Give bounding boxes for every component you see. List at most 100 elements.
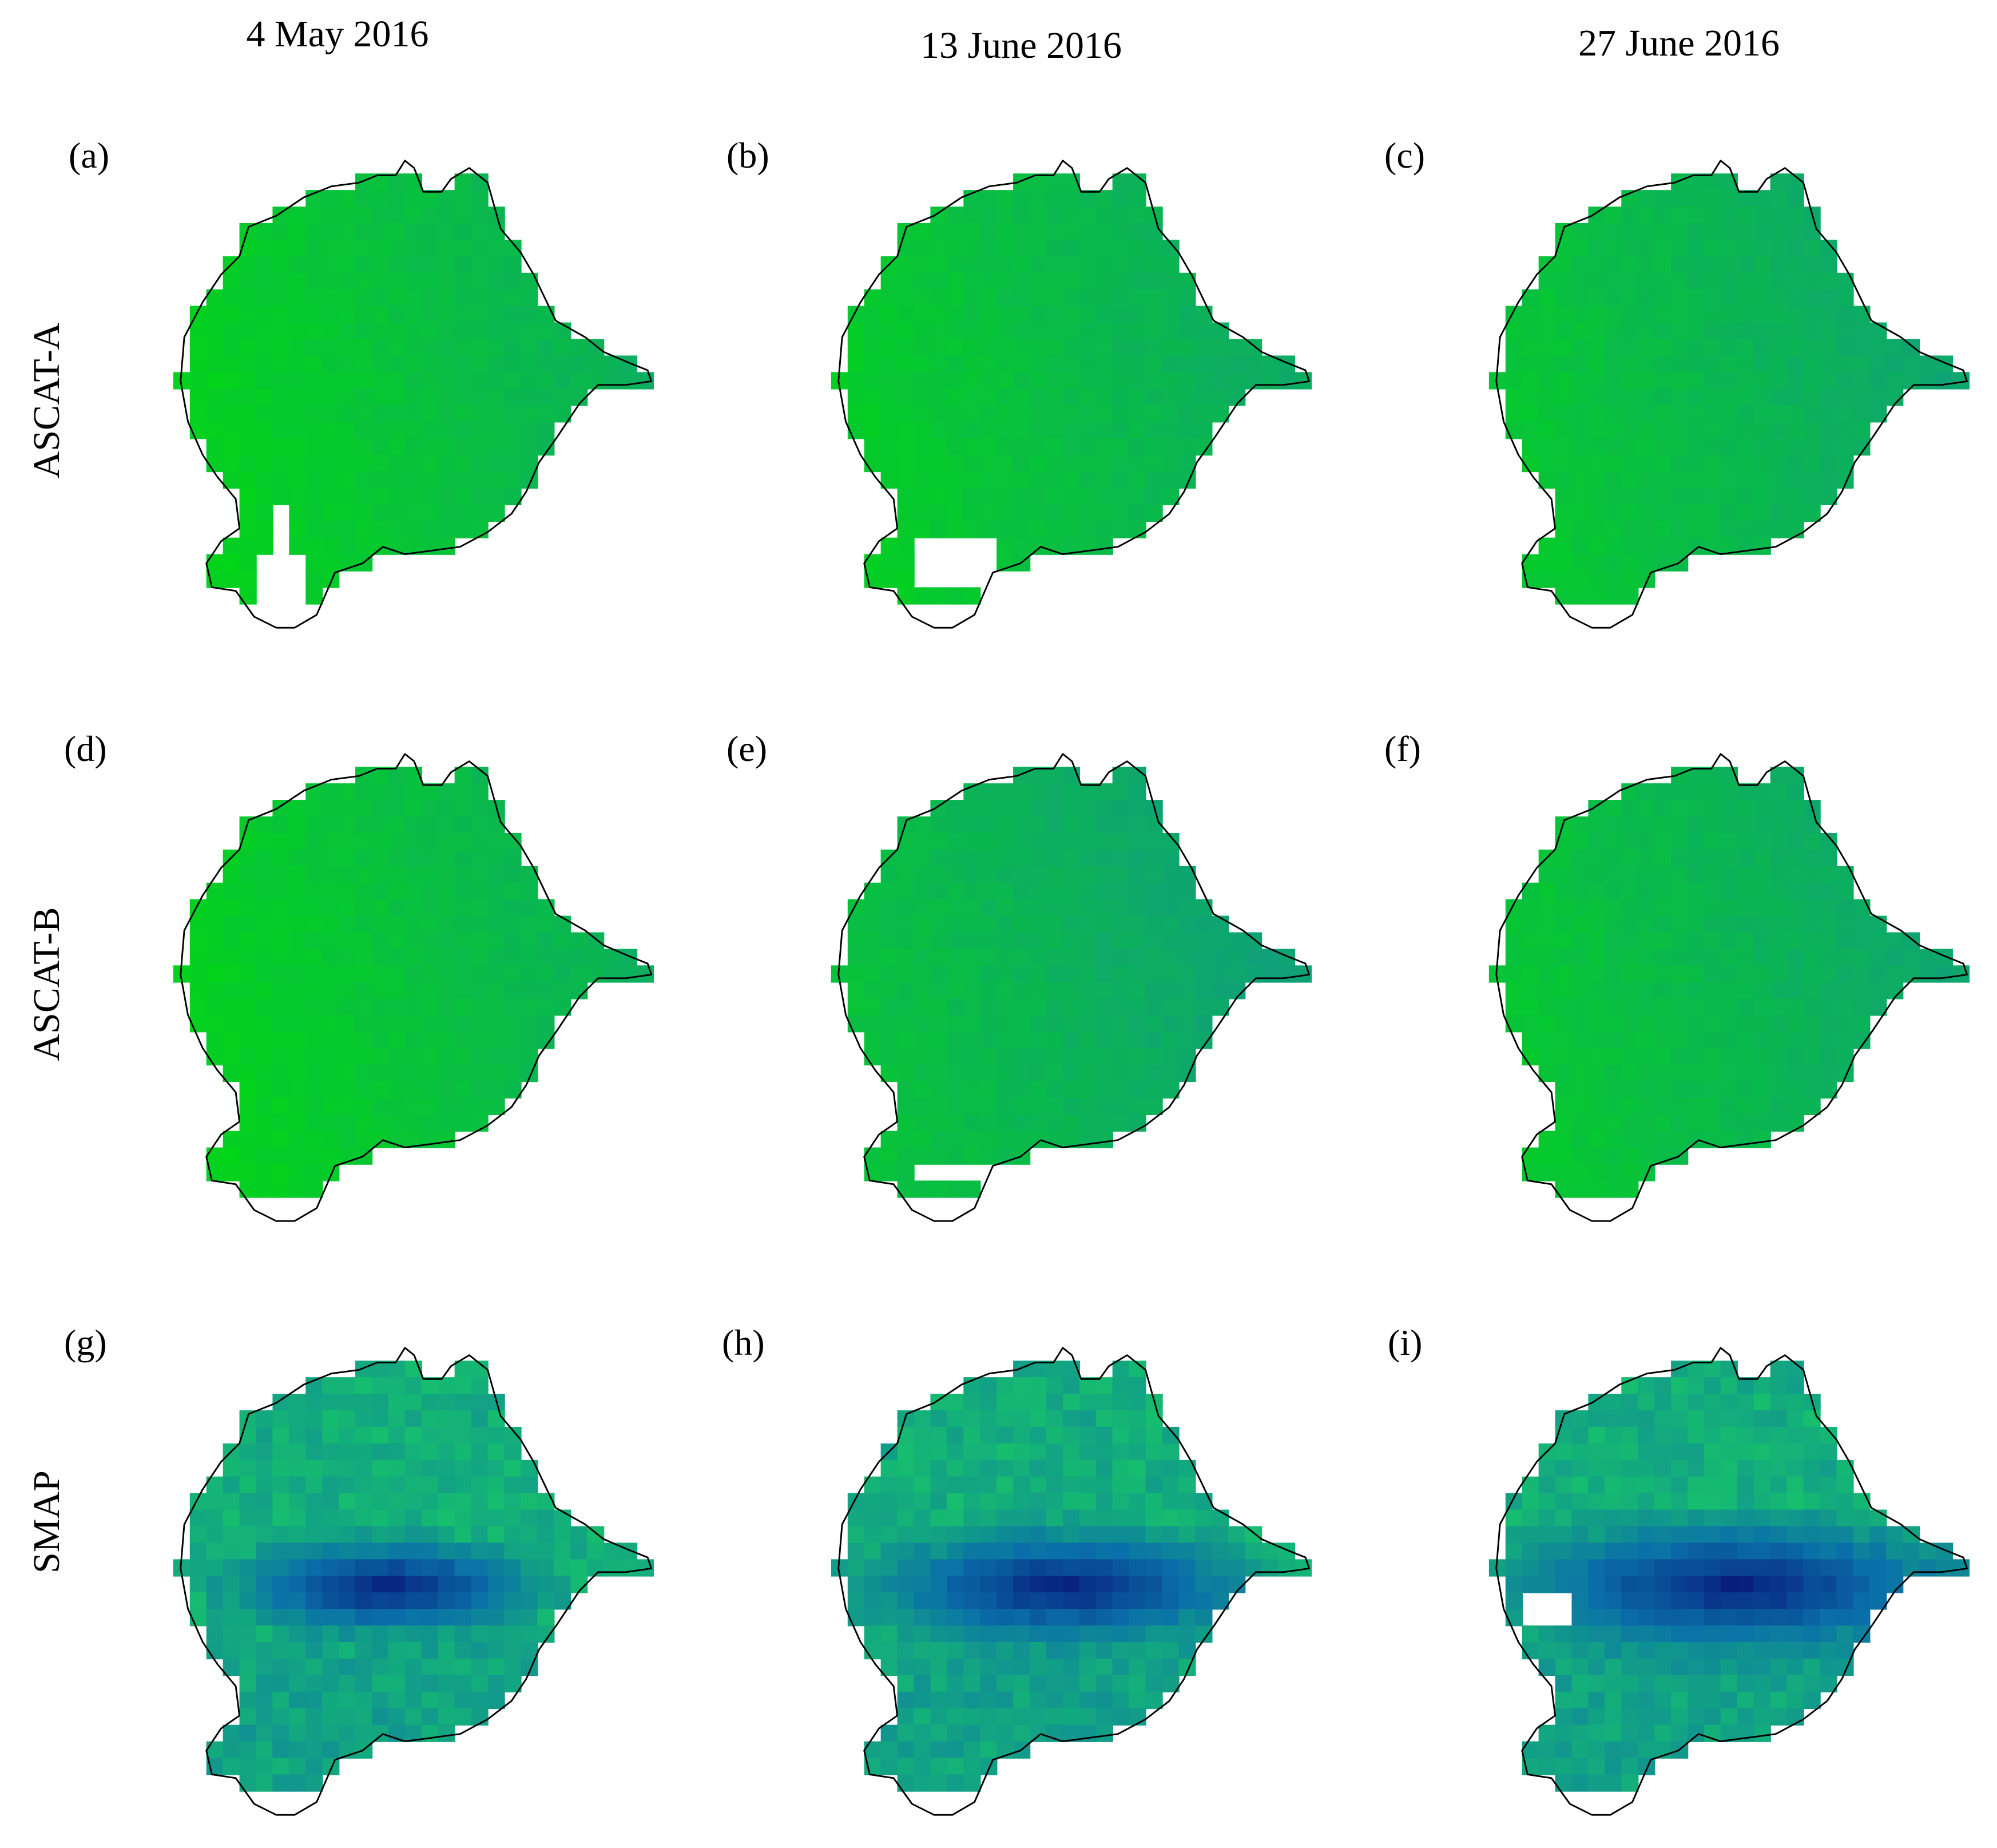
raster-cell	[404, 388, 423, 406]
raster-cell	[963, 882, 981, 900]
raster-cell	[322, 422, 340, 439]
raster-cell	[930, 816, 948, 834]
raster-cell	[1095, 1691, 1113, 1709]
raster-cell	[1820, 965, 1837, 983]
raster-cell	[1079, 521, 1097, 538]
raster-cell	[1079, 1064, 1097, 1082]
raster-cell	[438, 1559, 455, 1577]
raster-cell	[421, 982, 439, 1000]
raster-cell	[272, 388, 290, 406]
raster-cell	[897, 1658, 915, 1676]
raster-cell	[1079, 982, 1097, 1000]
raster-cell	[1770, 1426, 1788, 1445]
raster-cell	[1079, 306, 1097, 323]
raster-cell	[421, 949, 439, 966]
raster-cell	[1671, 1625, 1689, 1643]
raster-cell	[305, 1410, 323, 1428]
raster-cell	[1079, 915, 1097, 933]
panel-label-b: (b)	[726, 135, 769, 176]
raster-cell	[537, 949, 555, 966]
raster-cell	[1013, 272, 1031, 290]
raster-cell	[388, 965, 406, 983]
raster-cell	[1522, 438, 1539, 456]
raster-cell	[256, 422, 273, 439]
raster-cell	[1571, 1592, 1589, 1610]
raster-cell	[980, 1493, 998, 1510]
raster-cell	[355, 1443, 373, 1461]
raster-cell	[421, 1625, 439, 1643]
raster-cell	[1112, 899, 1130, 917]
raster-cell	[1571, 1675, 1589, 1693]
raster-cell	[1079, 239, 1097, 257]
raster-cell	[980, 190, 998, 208]
raster-cell	[404, 1394, 423, 1411]
raster-cell	[438, 832, 455, 851]
raster-cell	[1688, 289, 1705, 307]
raster-cell	[239, 1164, 257, 1181]
raster-cell	[1886, 949, 1904, 966]
raster-cell	[322, 1675, 340, 1693]
raster-cell	[305, 998, 323, 1016]
raster-cell	[1145, 239, 1163, 257]
raster-cell	[487, 372, 505, 390]
raster-cell	[1605, 800, 1622, 818]
raster-cell	[1112, 1426, 1130, 1445]
raster-cell	[880, 570, 898, 588]
raster-cell	[1786, 1377, 1804, 1395]
raster-cell	[1737, 982, 1754, 1000]
raster-cell	[355, 1410, 373, 1428]
raster-cell	[1671, 405, 1689, 423]
raster-cell	[256, 1081, 273, 1099]
raster-cell	[1162, 405, 1180, 423]
raster-cell	[897, 899, 915, 917]
raster-cell	[897, 866, 915, 883]
raster-cell	[223, 1476, 240, 1494]
raster-cell	[947, 1394, 964, 1411]
raster-cell	[1720, 1048, 1738, 1066]
raster-cell	[1605, 949, 1622, 966]
raster-cell	[1538, 422, 1556, 439]
raster-cell	[372, 322, 390, 340]
raster-cell	[1704, 767, 1722, 784]
raster-cell	[1654, 256, 1672, 274]
raster-cell	[1129, 1097, 1146, 1115]
raster-cell	[1046, 322, 1064, 340]
raster-cell	[289, 800, 307, 818]
raster-cell	[1935, 965, 1954, 983]
raster-cell	[1505, 1526, 1523, 1544]
raster-cell	[914, 322, 931, 340]
raster-cell	[930, 471, 948, 489]
raster-cell	[1605, 1460, 1622, 1477]
raster-cell	[239, 965, 257, 983]
raster-cell	[947, 1426, 964, 1445]
raster-cell	[404, 306, 423, 323]
raster-cell	[864, 1741, 882, 1759]
raster-cell	[1013, 982, 1031, 1000]
raster-cell	[1079, 965, 1097, 983]
raster-cell	[256, 1509, 273, 1527]
raster-cell	[223, 388, 240, 406]
raster-cell	[947, 322, 964, 340]
raster-cell	[504, 965, 522, 983]
raster-cell	[914, 1542, 931, 1560]
raster-cell	[1145, 832, 1163, 851]
raster-cell	[880, 272, 898, 290]
raster-cell	[1588, 1724, 1606, 1742]
raster-cell	[1605, 882, 1622, 900]
raster-cell	[1803, 388, 1821, 406]
raster-cell	[1013, 1443, 1031, 1461]
raster-cell	[1737, 455, 1754, 473]
raster-cell	[339, 289, 356, 307]
raster-cell	[471, 405, 489, 423]
raster-cell	[1654, 422, 1672, 439]
raster-cell	[1786, 1460, 1804, 1477]
raster-cell	[570, 1559, 588, 1577]
raster-cell	[1013, 372, 1031, 390]
raster-cell	[963, 1032, 981, 1049]
raster-cell	[1621, 1426, 1639, 1445]
raster-cell	[1129, 1559, 1146, 1577]
raster-cell	[1770, 1476, 1788, 1494]
raster-cell	[239, 1542, 257, 1560]
raster-cell	[272, 1032, 290, 1049]
raster-cell	[1688, 1097, 1705, 1115]
